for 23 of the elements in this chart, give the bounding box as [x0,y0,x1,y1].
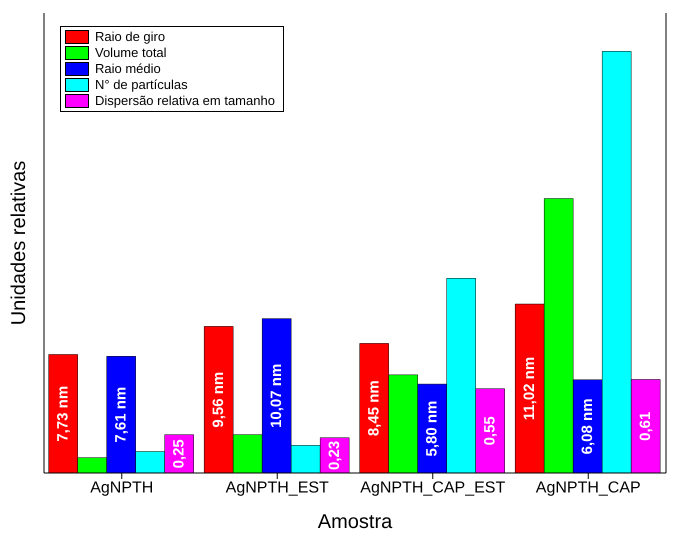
data-label: 11,02 nm [521,356,538,420]
data-label: 8,45 nm [366,380,383,436]
legend-label: N° de partículas [95,77,188,93]
data-label: 0,25 [170,439,188,468]
data-label: 9,56 nm [210,372,228,428]
x-tick-label: AgNPTH [90,479,154,496]
data-label: 10,07 nm [268,364,286,428]
x-tick-label: AgNPTH_EST [226,479,330,496]
y-axis-title: Unidades relativas [8,160,30,326]
data-label: 7,73 nm [54,386,72,442]
data-label: 5,80 nm [424,400,441,456]
data-label: 0,61 [637,412,654,441]
data-label: 7,61 nm [112,386,130,443]
legend-label: Volume total [95,45,167,61]
data-label: 0,55 [482,416,499,446]
legend-label: Raio médio [95,61,161,77]
legend-label: Dispersão relativa em tamanho [95,93,275,109]
data-label: 0,23 [326,440,344,470]
x-axis-title: Amostra [318,511,394,533]
x-tick-label: AgNPTH_CAP_EST [360,479,506,496]
legend-label: Raio de giro [95,29,166,45]
x-tick-label: AgNPTH_CAP [536,479,641,496]
data-label: 6,08 nm [579,398,596,454]
